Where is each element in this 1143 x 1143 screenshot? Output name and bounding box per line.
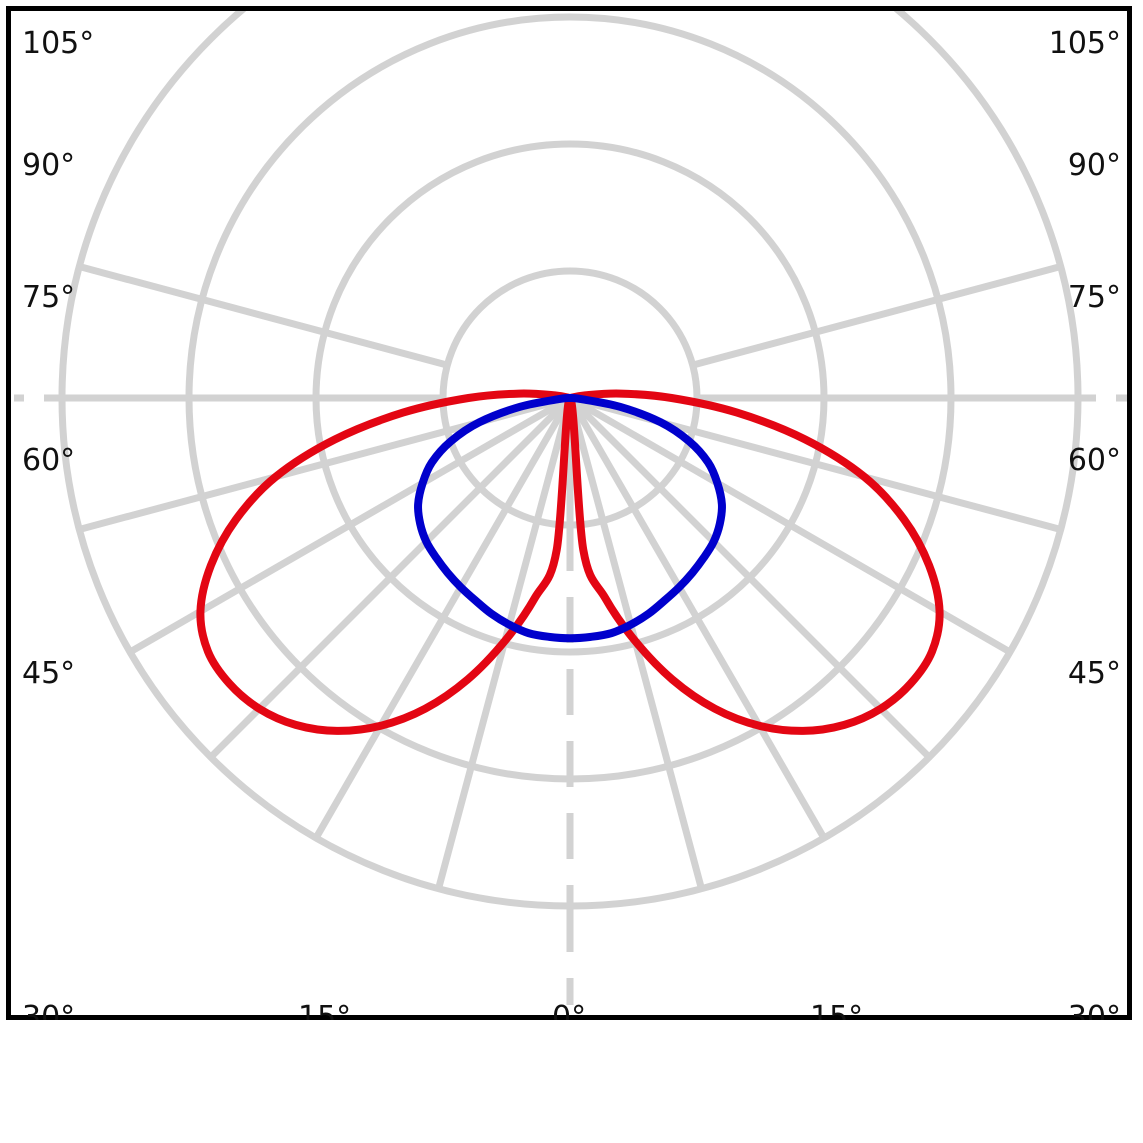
legend-panel: cd/klm η = 100% C0 - C180 C90 - C270 xyxy=(0,1020,1143,1143)
axis-label-left-75: 75° xyxy=(22,280,76,315)
axis-label-left-90: 90° xyxy=(22,148,76,183)
axis-label-left-60: 60° xyxy=(22,443,76,478)
polar-grid xyxy=(14,11,1127,1005)
axis-label-right-60: 60° xyxy=(1067,443,1121,478)
axis-label-right-45: 45° xyxy=(1067,656,1121,691)
axis-label-right-75: 75° xyxy=(1067,280,1121,315)
axis-label-left-45: 45° xyxy=(22,656,76,691)
axis-label-left-105: 105° xyxy=(22,26,95,61)
distribution-curves xyxy=(196,389,944,735)
axis-label-right-90: 90° xyxy=(1067,148,1121,183)
axis-label-right-105: 105° xyxy=(1048,26,1121,61)
